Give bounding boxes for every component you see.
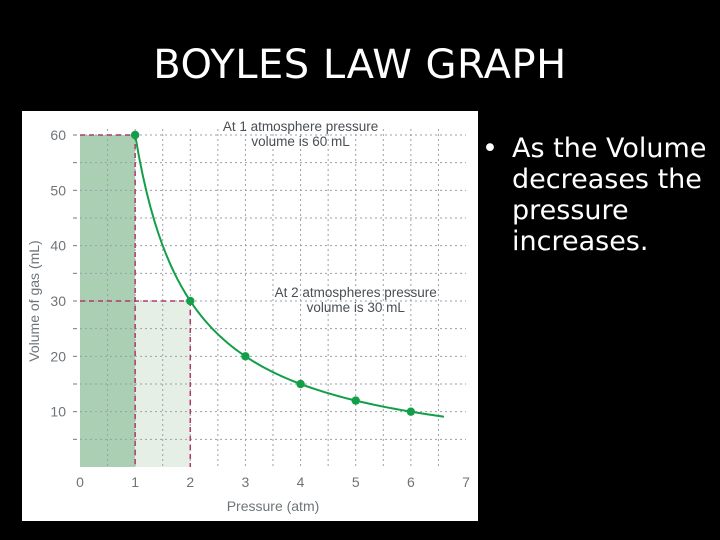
annotation-2-line-1: At 2 atmospheres pressure (275, 285, 437, 300)
data-point-4 (296, 379, 305, 389)
boyles-law-chart: 0 1 2 3 4 5 6 7 10 20 30 40 50 60 Pressure (atm) Volume… (26, 119, 470, 514)
series-line (134, 134, 445, 418)
x-tick-label: 0 (76, 474, 84, 490)
x-tick-label: 5 (352, 474, 360, 490)
x-tick-label: 4 (297, 474, 305, 490)
x-tick-label: 1 (131, 474, 139, 490)
annotation-1-line-2: volume is 60 mL (251, 134, 350, 149)
x-tick-label: 3 (242, 474, 250, 490)
data-point-2 (186, 296, 195, 306)
y-tick-label: 10 (50, 404, 66, 420)
y-tick-label: 20 (50, 348, 66, 364)
annotation-1-line-1: At 1 atmosphere pressure (223, 119, 378, 134)
data-point-1 (130, 130, 140, 140)
annotation-2-line-2: volume is 30 mL (307, 300, 406, 315)
data-point-3 (241, 352, 250, 361)
data-point-6 (406, 407, 416, 416)
x-axis-title: Pressure (atm) (227, 498, 320, 514)
x-tick-label: 2 (186, 474, 194, 490)
y-axis-title: Volume of gas (mL) (26, 240, 42, 361)
y-tick-label: 60 (50, 127, 66, 143)
y-tick-label: 50 (50, 182, 66, 198)
x-tick-label: 7 (462, 474, 470, 490)
data-point-5 (351, 396, 360, 405)
slide-title: BOYLES LAW GRAPH (153, 42, 567, 88)
chart-panel: 0 1 2 3 4 5 6 7 10 20 30 40 50 60 Pressure (atm) Volume… (22, 111, 478, 521)
bullet-dot: • (482, 133, 498, 164)
x-tick-label: 6 (407, 474, 415, 490)
y-tick-label: 30 (50, 293, 66, 309)
y-tick-label: 40 (50, 238, 66, 254)
bullet-text: As the Volume decreases the pressure inc… (512, 133, 707, 257)
